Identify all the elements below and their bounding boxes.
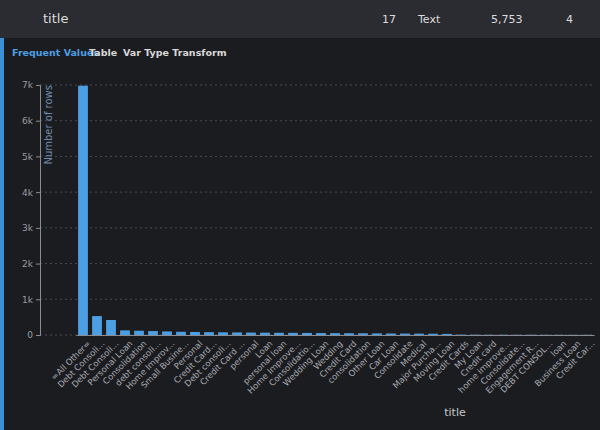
x-tick-label: Credit Car... [554,338,597,381]
page: title 17 Text 5,753 4 Frequent ValuesTable Var… [0,0,600,430]
bar[interactable] [414,334,424,335]
y-tick-mark [36,335,40,336]
bar[interactable] [316,333,326,335]
bar[interactable] [456,334,466,335]
bar[interactable] [400,334,410,335]
y-tick-mark [36,228,40,229]
selection-strip [0,38,4,430]
y-tick-label: 6k [22,116,34,126]
bar[interactable] [204,332,214,335]
y-tick-label: 7k [22,80,34,90]
bar[interactable] [92,316,102,335]
bar[interactable] [106,320,116,335]
bar[interactable] [162,331,172,335]
header-cell: Text [417,13,441,26]
bar[interactable] [260,333,270,335]
bar[interactable] [568,334,578,335]
bar[interactable] [582,334,592,335]
bar[interactable] [372,333,382,335]
grid [40,85,594,335]
y-tick-label: 3k [22,223,34,233]
header-cell: 4 [566,13,573,26]
bar[interactable] [358,333,368,335]
grid-line [40,192,594,193]
y-tick-mark [36,264,40,265]
bar[interactable] [302,333,312,335]
x-tick: DEBT CONSOL... [498,335,554,395]
y-tick-label: 1k [22,295,34,305]
bar[interactable] [442,334,452,335]
header-cell: 5,753 [491,13,523,26]
y-axis-title: Number of rows [43,85,54,165]
y-axis-line [36,86,41,336]
y-tick: 2k [22,259,40,269]
bar[interactable] [330,333,340,335]
x-axis-line [77,335,595,336]
bar[interactable] [134,331,144,335]
bar[interactable] [288,333,298,335]
bar[interactable] [512,334,522,335]
grid-line [40,263,594,264]
y-tick-mark [36,192,40,193]
header-cell: title [43,11,68,26]
y-tick: 6k [22,116,40,126]
y-tick: 5k [22,152,40,162]
bar[interactable] [232,332,242,335]
bar[interactable] [526,334,536,335]
background [0,0,600,430]
x-axis-title: title [444,406,466,419]
tab[interactable]: Frequent Values [12,47,99,58]
bar[interactable] [344,333,354,335]
bar[interactable] [120,330,130,335]
bar[interactable] [190,332,200,335]
bar[interactable] [386,334,396,336]
grid-line [40,156,594,157]
grid-line [40,85,594,86]
grid-line [40,299,594,300]
y-tick: 4k [22,188,40,198]
y-tick: 3k [22,223,40,233]
bar[interactable] [246,333,256,335]
x-axis: =All Other=Debt Consoli...Debt Consoli..… [49,335,597,396]
y-tick-mark [36,156,40,157]
bar[interactable] [470,334,480,335]
bar[interactable] [176,332,186,335]
bar[interactable] [498,334,508,335]
bars [78,86,592,335]
bar[interactable] [78,86,88,335]
bar[interactable] [274,333,284,335]
y-tick-mark [36,121,40,122]
bar[interactable] [148,331,158,335]
y-tick-label: 4k [22,188,34,198]
header-cell: 17 [382,13,396,26]
x-tick: Credit Car... [554,335,597,381]
y-tick-mark [36,85,40,86]
y-tick: 7k [22,80,40,90]
bar[interactable] [554,334,564,335]
tab[interactable]: Table [89,47,117,58]
y-axis: 0 1k 2k 3k 4k 5k 6k 7k [22,80,40,340]
y-tick-label: 5k [22,152,34,162]
header-bar [0,0,600,38]
grid-line [40,120,594,121]
y-tick-label: 2k [22,259,34,269]
grid-line [40,227,594,228]
bar[interactable] [218,332,228,335]
bar[interactable] [428,334,438,335]
y-tick: 1k [22,295,40,305]
tab[interactable]: Var Type Transform [123,47,227,58]
bar[interactable] [484,334,494,335]
y-tick: 0 [27,330,40,340]
bar[interactable] [540,334,550,335]
y-tick-mark [36,299,40,300]
y-tick-label: 0 [27,330,33,340]
